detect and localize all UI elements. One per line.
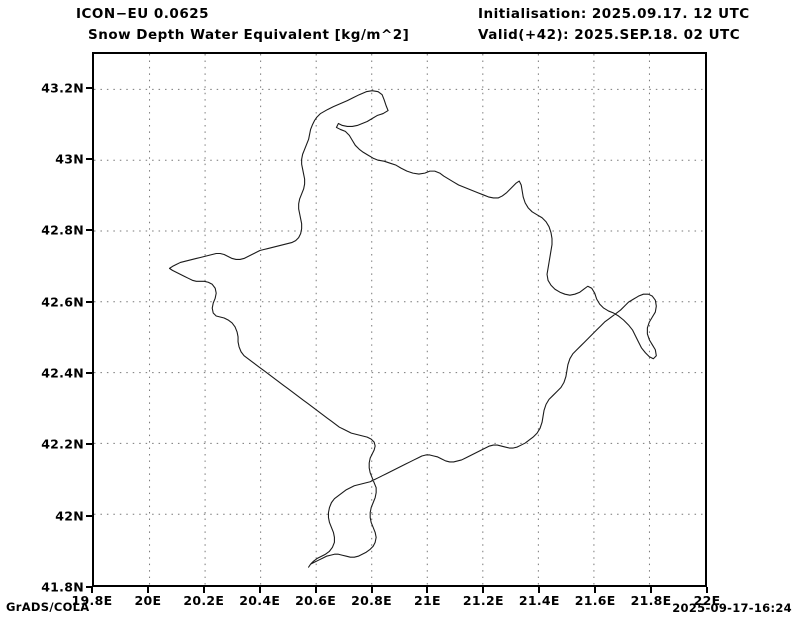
x-axis-tick-label: 20.2E — [183, 593, 225, 608]
y-axis-tick-mark — [86, 443, 92, 446]
y-axis-tick-mark — [86, 514, 92, 517]
x-axis-tick-label: 20.4E — [239, 593, 281, 608]
x-axis-tick-mark — [91, 587, 93, 593]
y-axis-tick-mark — [86, 86, 92, 89]
render-timestamp: 2025-09-17-16:24 — [672, 601, 792, 615]
x-axis-tick-label: 19.8E — [71, 593, 113, 608]
grid-layer — [94, 54, 705, 585]
x-axis-tick-mark — [594, 587, 597, 593]
x-axis-tick-mark — [146, 587, 149, 593]
y-axis-tick-label: 42.8N — [41, 222, 84, 238]
x-axis-tick-label: 21.6E — [574, 593, 616, 608]
y-axis-tick-label: 42.4N — [41, 365, 84, 381]
x-axis-tick-label: 20E — [134, 593, 162, 608]
x-axis-tick-mark — [650, 587, 653, 593]
country-boundary-path — [168, 90, 657, 568]
map-boundary-layer — [168, 90, 657, 568]
model-title: ICON−EU 0.0625 — [76, 6, 209, 22]
y-axis-tick-label: 43N — [55, 151, 84, 167]
x-axis-tick-mark — [482, 587, 485, 593]
x-axis-tick-label: 21.2E — [462, 593, 504, 608]
x-axis-tick-mark — [370, 587, 373, 593]
x-axis-tick-label: 21E — [414, 593, 441, 608]
y-axis-tick-mark — [86, 372, 92, 374]
x-axis-tick-label: 22E — [693, 593, 721, 608]
x-axis-tick-mark — [314, 587, 317, 593]
initialisation-time: Initialisation: 2025.09.17. 12 UTC — [478, 6, 750, 22]
y-axis-tick-mark — [86, 158, 92, 160]
field-title: Snow Depth Water Equivalent [kg/m^2] — [88, 27, 410, 43]
y-axis-tick-label: 42N — [55, 508, 84, 524]
x-axis-tick-label: 20.6E — [295, 593, 337, 608]
x-axis-tick-label: 20.8E — [351, 593, 392, 608]
y-axis-tick-mark — [86, 586, 92, 588]
x-axis-tick-label: 21.8E — [630, 593, 672, 608]
y-axis-tick-mark — [86, 229, 92, 232]
x-axis-tick-mark — [706, 587, 708, 593]
x-axis-tick-mark — [426, 587, 429, 593]
x-axis-tick-mark — [258, 587, 261, 593]
y-axis-tick-label: 42.6N — [41, 294, 84, 310]
map-plot-frame — [92, 52, 707, 587]
producer-label: GrADS/COLA — [6, 600, 90, 614]
y-axis-tick-mark — [86, 300, 92, 303]
y-axis-tick-label: 43.2N — [41, 80, 84, 96]
x-axis-tick-mark — [538, 587, 541, 593]
y-axis-tick-label: 41.8N — [41, 579, 84, 595]
y-axis-tick-label: 42.2N — [41, 436, 84, 452]
x-axis-tick-label: 21.4E — [518, 593, 560, 608]
valid-time: Valid(+42): 2025.SEP.18. 02 UTC — [478, 27, 741, 43]
x-axis-tick-mark — [202, 587, 205, 593]
